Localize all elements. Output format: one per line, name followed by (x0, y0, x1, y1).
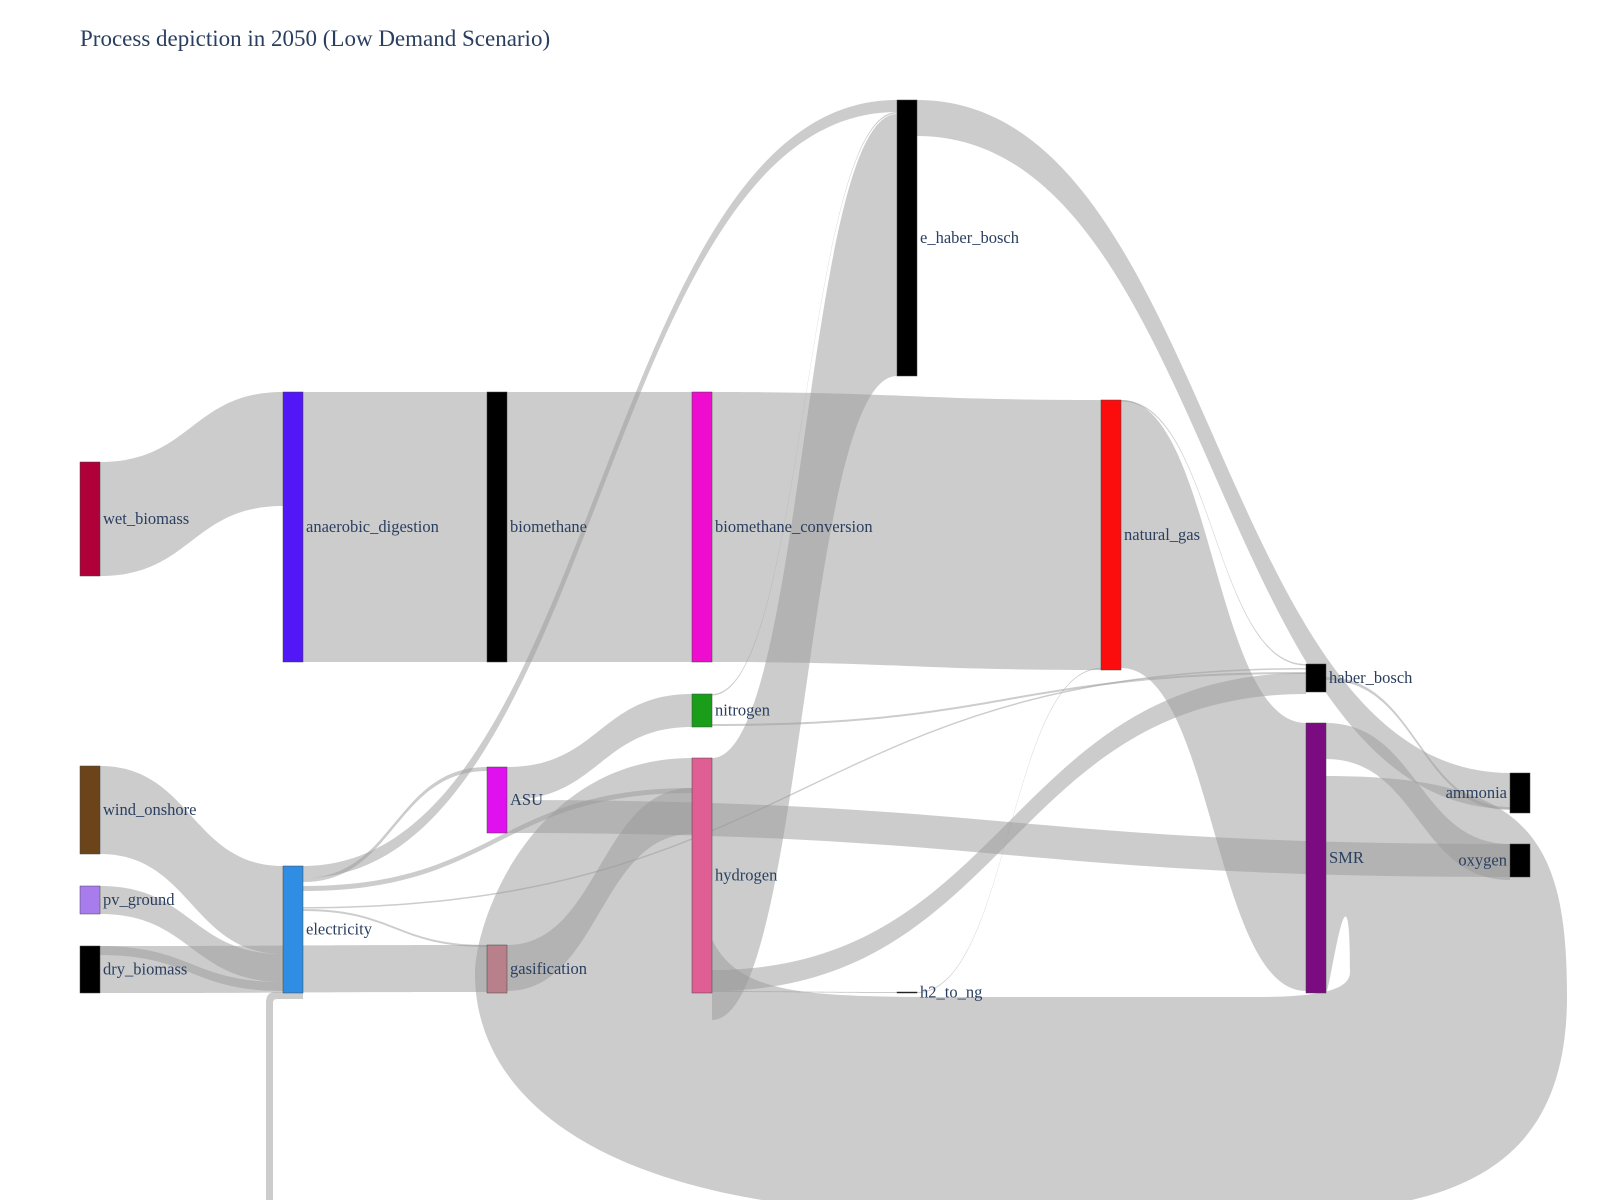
flow-nitrogen-to-e_haber_bosch[interactable] (712, 112, 897, 696)
flow-electricity-to-e_haber_bosch[interactable] (303, 100, 897, 878)
node-bar-ASU[interactable] (486, 766, 508, 834)
node-label-hydrogen: hydrogen (715, 866, 777, 885)
node-bar-wet_biomass[interactable] (79, 461, 101, 577)
node-bar-dry_biomass[interactable] (79, 945, 101, 994)
node-ASU[interactable]: ASU (486, 766, 543, 834)
node-label-haber_bosch: haber_bosch (1329, 668, 1413, 687)
node-label-biomethane_conversion: biomethane_conversion (715, 517, 873, 536)
node-label-natural_gas: natural_gas (1124, 525, 1200, 544)
node-dry_biomass[interactable]: dry_biomass (79, 945, 187, 994)
node-SMR[interactable]: SMR (1305, 722, 1364, 994)
node-label-ASU: ASU (510, 790, 543, 809)
flow-SMR-to-oxygen[interactable] (1326, 723, 1510, 880)
node-gasification[interactable]: gasification (486, 944, 587, 994)
flow-natural_gas-to-haber_bosch[interactable] (1121, 400, 1306, 666)
node-anaerobic_digestion[interactable]: anaerobic_digestion (282, 391, 439, 663)
flow-biomethane-to-biomethane_conversion[interactable] (507, 392, 692, 662)
node-label-wind_onshore: wind_onshore (103, 800, 197, 819)
node-bar-gasification[interactable] (486, 944, 508, 994)
node-label-e_haber_bosch: e_haber_bosch (920, 228, 1020, 247)
node-bar-anaerobic_digestion[interactable] (282, 391, 304, 663)
node-bar-ammonia[interactable] (1509, 772, 1531, 814)
node-nitrogen[interactable]: nitrogen (691, 693, 770, 728)
flow-hydrogen-to-e_haber_bosch[interactable] (712, 114, 897, 1020)
node-label-SMR: SMR (1329, 848, 1364, 867)
node-label-oxygen: oxygen (1458, 851, 1507, 870)
node-bar-nitrogen[interactable] (691, 693, 713, 728)
flow-electricity-to-ASU[interactable] (303, 767, 487, 882)
flow-SMR-to-hydrogen[interactable] (475, 737, 1567, 1200)
flow-electricity-to-hydrogen[interactable] (303, 788, 692, 891)
node-bar-pv_ground[interactable] (79, 885, 101, 915)
node-bar-biomethane_conversion[interactable] (691, 391, 713, 663)
node-bar-oxygen[interactable] (1509, 843, 1531, 878)
node-haber_bosch[interactable]: haber_bosch (1305, 663, 1413, 693)
flow-wet_biomass-to-anaerobic_digestion[interactable] (100, 392, 283, 576)
node-label-nitrogen: nitrogen (715, 701, 770, 720)
flow-electricity-to-haber_bosch[interactable] (303, 668, 1306, 909)
node-bar-SMR[interactable] (1305, 722, 1327, 994)
flow-wind_onshore-to-electricity[interactable] (100, 766, 283, 954)
process-nodes: wet_biomass anaerobic_digestion biomethane… (79, 99, 1531, 1002)
node-bar-natural_gas[interactable] (1100, 399, 1122, 671)
node-pv_ground[interactable]: pv_ground (79, 885, 175, 915)
node-label-h2_to_ng: h2_to_ng (920, 983, 982, 1002)
node-label-pv_ground: pv_ground (103, 890, 175, 909)
node-hydrogen[interactable]: hydrogen (691, 757, 777, 994)
node-label-gasification: gasification (510, 959, 587, 978)
flow-nitrogen-to-haber_bosch[interactable] (712, 672, 1306, 726)
node-oxygen[interactable]: oxygen (1458, 843, 1531, 878)
node-bar-wind_onshore[interactable] (79, 765, 101, 855)
node-wet_biomass[interactable]: wet_biomass (79, 461, 189, 577)
node-bar-h2_to_ng[interactable] (896, 991, 918, 994)
flow-hydrogen-to-haber_bosch[interactable] (712, 673, 1306, 991)
node-label-wet_biomass: wet_biomass (103, 509, 189, 528)
node-bar-electricity[interactable] (282, 865, 304, 994)
node-label-electricity: electricity (306, 920, 373, 939)
node-bar-biomethane[interactable] (486, 391, 508, 663)
node-biomethane[interactable]: biomethane (486, 391, 587, 663)
node-bar-e_haber_bosch[interactable] (896, 99, 918, 377)
flow-h2_to_ng-to-natural_gas[interactable] (917, 668, 1101, 993)
node-electricity[interactable]: electricity (282, 865, 373, 994)
flow-electricity-to-gasification[interactable] (303, 909, 487, 947)
flow-anaerobic_digestion-to-biomethane[interactable] (303, 392, 487, 662)
flow-electricity-loop[interactable] (266, 992, 303, 1200)
flow-e_haber_bosch-to-ammonia[interactable] (917, 100, 1510, 809)
node-biomethane_conversion[interactable]: biomethane_conversion (691, 391, 873, 663)
node-label-ammonia: ammonia (1446, 783, 1508, 802)
node-label-dry_biomass: dry_biomass (103, 960, 187, 979)
flow-ASU-to-nitrogen[interactable] (507, 694, 692, 800)
node-wind_onshore[interactable]: wind_onshore (79, 765, 197, 855)
node-bar-haber_bosch[interactable] (1305, 663, 1327, 693)
node-e_haber_bosch[interactable]: e_haber_bosch (896, 99, 1020, 377)
node-label-anaerobic_digestion: anaerobic_digestion (306, 517, 439, 536)
node-h2_to_ng[interactable]: h2_to_ng (896, 983, 982, 1002)
page-title: Process depiction in 2050 (Low Demand Sc… (80, 26, 551, 51)
node-bar-hydrogen[interactable] (691, 757, 713, 994)
node-ammonia[interactable]: ammonia (1446, 772, 1531, 814)
flow-haber_bosch-to-ammonia[interactable] (1326, 677, 1510, 810)
node-natural_gas[interactable]: natural_gas (1100, 399, 1200, 671)
node-label-biomethane: biomethane (510, 517, 587, 536)
flow-links (100, 100, 1567, 1200)
